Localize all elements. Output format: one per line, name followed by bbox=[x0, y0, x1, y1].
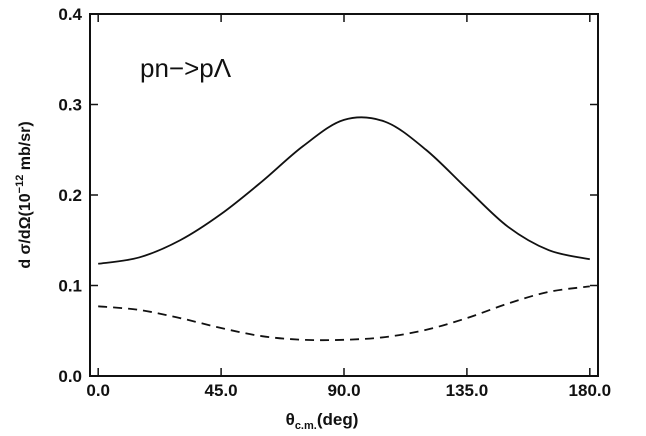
series-layer bbox=[98, 116, 591, 342]
reaction-annotation: pn−>pΛ bbox=[140, 53, 232, 83]
solid-series-line bbox=[98, 116, 591, 265]
dashed-series-line bbox=[98, 285, 590, 342]
y-tick-label: 0.0 bbox=[58, 367, 82, 386]
x-tick-label: 45.0 bbox=[205, 381, 238, 400]
x-axis-label-subscript: c.m. bbox=[295, 420, 317, 432]
y-axis-label: d σ/dΩ(10−12 mb/sr) bbox=[14, 121, 34, 268]
tick-labels: 0.0 45.0 90.0 135.0 180.0 0.0 0.1 0.2 0.3 0.4 bbox=[58, 5, 611, 400]
x-tick-label: 90.0 bbox=[327, 381, 360, 400]
y-tick-label: 0.1 bbox=[58, 277, 82, 296]
x-tick-label: 0.0 bbox=[86, 381, 110, 400]
y-axis-label-main: d σ/dΩ(10 bbox=[17, 193, 34, 268]
x-axis-label: θc.m.(deg) bbox=[286, 410, 359, 432]
x-axis-label-unit: (deg) bbox=[317, 410, 359, 429]
x-axis-label-symbol: θ bbox=[286, 410, 295, 429]
y-tick-label: 0.3 bbox=[58, 96, 82, 115]
x-tick-label: 135.0 bbox=[446, 381, 489, 400]
y-axis-label-exponent: −12 bbox=[14, 175, 26, 194]
y-tick-label: 0.4 bbox=[58, 5, 82, 24]
y-axis-label-unit: mb/sr) bbox=[17, 121, 34, 174]
y-tick-label: 0.2 bbox=[58, 186, 82, 205]
x-tick-label: 180.0 bbox=[569, 381, 612, 400]
axis-ticks bbox=[90, 13, 598, 377]
